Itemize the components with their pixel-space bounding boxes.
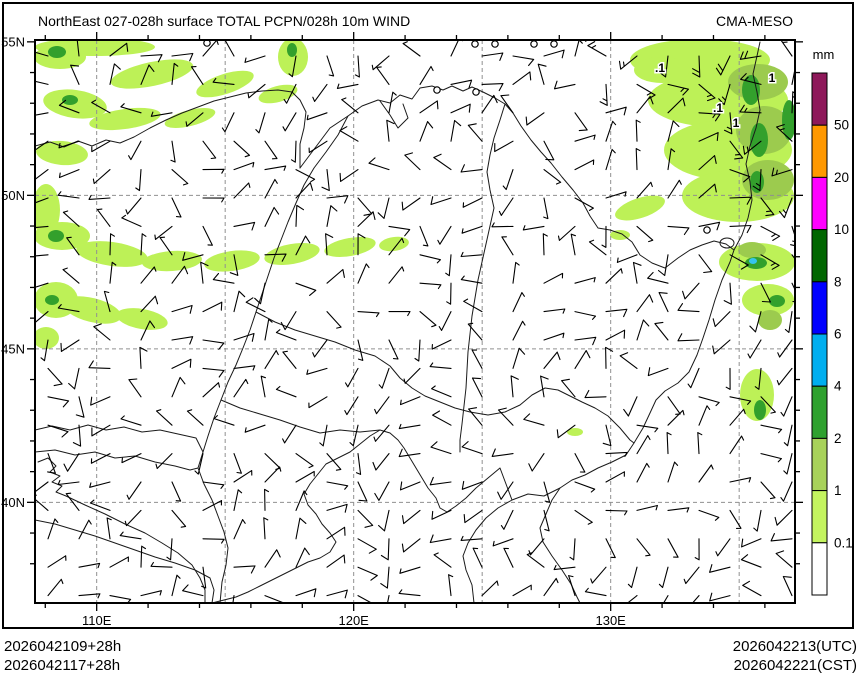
colorbar-level-label: 1 <box>834 483 842 498</box>
calm-wind-circle <box>491 40 499 48</box>
colorbar-unit-label: mm <box>813 47 835 62</box>
valid-time-cst: 2026042221(CST) <box>733 657 857 674</box>
calm-wind-circle <box>703 226 711 234</box>
precip-contour-label: 1 <box>733 116 740 130</box>
calm-wind-circle <box>203 40 211 47</box>
outer-border <box>2 2 854 629</box>
map-boundaries-layer <box>35 41 761 603</box>
colorbar-segment <box>811 72 828 126</box>
lat-tick-label: 55N <box>1 34 25 49</box>
colorbar-level-label: 4 <box>834 379 842 394</box>
colorbar: mm 50 20 10 8 6 4 2 1 0.1 <box>811 47 853 596</box>
colorbar-level-label: 6 <box>834 327 842 342</box>
colorbar-level-label: 20 <box>834 170 849 185</box>
precip-contour-label: .1 <box>655 61 665 75</box>
precipitation-shading-layer <box>35 40 795 436</box>
init-time-cst: 2026042117+28h <box>4 657 121 674</box>
calm-wind-circle <box>472 88 480 96</box>
calm-wind-circle <box>433 86 441 94</box>
lon-tick-label: 120E <box>338 613 369 628</box>
chart-title: NorthEast 027-028h surface TOTAL PCPN/02… <box>38 13 411 29</box>
colorbar-level-label: 2 <box>834 431 842 446</box>
calm-wind-circle <box>550 40 558 48</box>
lat-tick-label: 45N <box>1 341 25 356</box>
lat-tick-label: 50N <box>1 188 25 203</box>
axis-tick-labels-layer: 110E 120E 130E 55N 50N 45N 40N <box>1 34 626 628</box>
colorbar-level-label: 8 <box>834 274 842 289</box>
valid-time-utc: 2026042213(UTC) <box>732 638 857 655</box>
colorbar-segment <box>811 333 828 387</box>
calm-wind-circle <box>530 40 538 48</box>
axis-ticks-layer <box>27 32 803 611</box>
contour-labels-layer: .1 1 .1 1 <box>653 60 777 132</box>
colorbar-segment <box>811 490 828 544</box>
lon-tick-label: 130E <box>595 613 626 628</box>
colorbar-segment <box>811 437 828 492</box>
colorbar-segment <box>811 281 828 335</box>
model-name-label: CMA-MESO <box>716 13 793 29</box>
colorbar-segment <box>811 385 828 439</box>
colorbar-level-label: 10 <box>834 222 849 237</box>
map-frame <box>34 39 796 604</box>
lon-tick-label: 110E <box>82 613 112 628</box>
colorbar-segment <box>811 124 828 178</box>
colorbar-segment <box>811 176 828 231</box>
calm-wind-circle <box>471 40 479 48</box>
colorbar-segment <box>811 542 828 596</box>
init-time-utc: 2026042109+28h <box>4 638 122 655</box>
precip-contour-label: .1 <box>713 101 723 115</box>
colorbar-segment <box>811 229 828 283</box>
colorbar-level-label: 0.1 <box>834 535 853 550</box>
graticule-layer <box>35 40 795 603</box>
colorbar-level-label: 50 <box>834 118 849 133</box>
wind-barbs-layer <box>35 40 795 603</box>
precip-contour-label: 1 <box>769 71 776 85</box>
lat-tick-label: 40N <box>1 495 25 510</box>
calm-wind-circles-layer <box>203 40 711 234</box>
